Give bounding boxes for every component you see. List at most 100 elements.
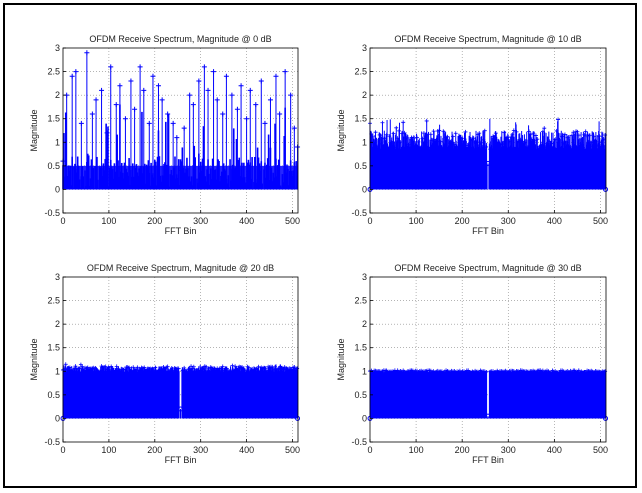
- x-tick-label: 0: [367, 216, 372, 226]
- y-tick-label: 0.5: [47, 390, 60, 400]
- marker: [201, 64, 207, 70]
- x-tick-label: 200: [455, 216, 470, 226]
- marker: [592, 134, 597, 139]
- x-tick-label: 0: [367, 445, 372, 455]
- marker: [262, 120, 268, 126]
- x-tick-label: 0: [60, 445, 65, 455]
- x-axis-label: FFT Bin: [165, 455, 197, 465]
- marker: [137, 64, 143, 70]
- y-tick-label: -0.5: [44, 208, 60, 218]
- y-axis-label: Magnitude: [29, 338, 39, 380]
- data-series: [60, 362, 301, 421]
- y-tick-label: 1.5: [47, 114, 60, 124]
- edge-marker: [603, 186, 609, 192]
- marker: [205, 87, 211, 93]
- x-tick-label: 200: [455, 445, 470, 455]
- x-axis-label: FFT Bin: [472, 455, 504, 465]
- chart-title: OFDM Receive Spectrum, Magnitude @ 30 dB: [394, 263, 581, 273]
- marker: [391, 131, 396, 136]
- marker: [234, 106, 240, 112]
- marker: [63, 362, 68, 367]
- marker: [89, 111, 95, 117]
- marker: [587, 133, 592, 138]
- marker: [190, 102, 196, 108]
- marker: [78, 120, 84, 126]
- y-tick-label: -0.5: [351, 208, 367, 218]
- y-tick-label: 0: [362, 184, 367, 194]
- marker: [256, 364, 261, 369]
- y-tick-label: 1.5: [47, 343, 60, 353]
- axes-border: [62, 47, 299, 214]
- marker: [165, 364, 170, 369]
- dense-fill: [63, 165, 298, 190]
- marker: [514, 129, 519, 134]
- marker: [556, 117, 561, 122]
- x-tick-label: 300: [501, 445, 516, 455]
- y-axis-label: Magnitude: [29, 109, 39, 151]
- y-tick-label: 3: [55, 272, 60, 282]
- y-tick-label: 1: [55, 366, 60, 376]
- y-axis-label: Magnitude: [336, 109, 346, 151]
- marker: [575, 129, 580, 134]
- marker: [135, 365, 140, 370]
- x-tick-label: 100: [409, 445, 424, 455]
- x-tick-label: 500: [593, 216, 608, 226]
- marker: [155, 83, 161, 89]
- chart-title: OFDM Receive Spectrum, Magnitude @ 20 dB: [87, 263, 274, 273]
- marker: [196, 78, 202, 84]
- y-tick-label: 0: [362, 413, 367, 423]
- chart-title: OFDM Receive Spectrum, Magnitude @ 10 dB: [394, 34, 581, 44]
- marker: [415, 135, 420, 140]
- x-tick-label: 0: [60, 216, 65, 226]
- marker: [73, 69, 79, 75]
- marker: [291, 125, 297, 131]
- marker: [141, 87, 147, 93]
- marker: [445, 134, 450, 139]
- x-axis-label: FFT Bin: [472, 226, 504, 236]
- x-tick-label: 300: [193, 216, 208, 226]
- y-tick-label: 3: [362, 272, 367, 282]
- marker: [214, 97, 220, 103]
- marker: [471, 136, 476, 141]
- data-series: [367, 117, 609, 192]
- marker: [527, 129, 532, 134]
- marker: [238, 83, 244, 89]
- marker: [128, 78, 134, 84]
- y-tick-label: 0.5: [354, 161, 367, 171]
- x-tick-label: 200: [147, 445, 162, 455]
- axes-border: [369, 47, 607, 214]
- marker: [576, 133, 581, 138]
- y-tick-label: 2.5: [354, 296, 367, 306]
- y-tick-label: 1.5: [354, 343, 367, 353]
- axes-border: [62, 276, 299, 443]
- y-tick-label: 1: [55, 137, 60, 147]
- edge-marker: [603, 415, 609, 421]
- x-tick-label: 400: [547, 216, 562, 226]
- y-tick-label: 2.5: [47, 296, 60, 306]
- y-tick-label: 0: [55, 413, 60, 423]
- x-tick-label: 400: [239, 216, 254, 226]
- marker: [189, 364, 194, 369]
- marker: [253, 102, 259, 108]
- marker: [159, 97, 165, 103]
- marker: [146, 120, 152, 126]
- marker: [99, 87, 105, 93]
- marker: [263, 366, 268, 371]
- y-tick-label: 2: [362, 90, 367, 100]
- y-tick-label: 2: [55, 319, 60, 329]
- marker: [412, 136, 417, 141]
- marker: [220, 364, 225, 369]
- marker: [240, 365, 245, 370]
- marker: [401, 120, 406, 125]
- x-tick-label: 400: [239, 445, 254, 455]
- marker: [122, 116, 128, 122]
- x-tick-label: 200: [147, 216, 162, 226]
- x-tick-label: 300: [193, 445, 208, 455]
- edge-marker: [295, 415, 301, 421]
- marker: [132, 106, 138, 112]
- marker: [165, 111, 171, 117]
- marker: [230, 363, 235, 368]
